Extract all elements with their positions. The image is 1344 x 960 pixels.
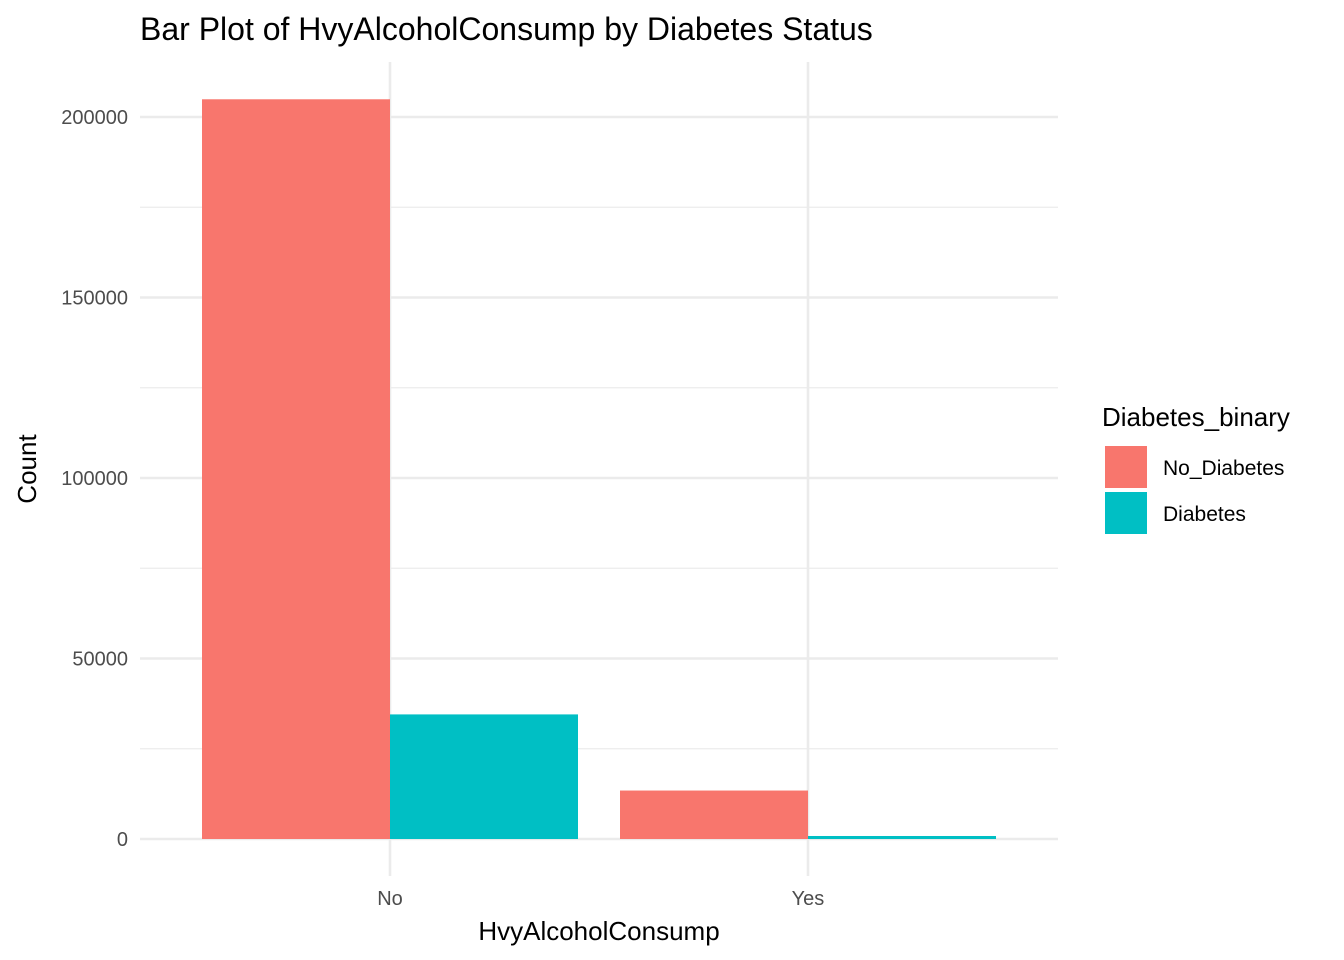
y-axis-title: Count: [12, 434, 42, 504]
legend: Diabetes_binary No_Diabetes Diabetes: [1102, 402, 1290, 534]
y-tick-label: 150000: [61, 288, 128, 310]
x-axis: No Yes: [377, 888, 824, 910]
legend-label: Diabetes: [1163, 503, 1246, 526]
y-tick-label: 200000: [61, 107, 128, 129]
bar-no-diabetes: [202, 99, 390, 839]
legend-swatch: [1105, 492, 1147, 534]
y-tick-label: 50000: [72, 649, 128, 671]
legend-title: Diabetes_binary: [1102, 402, 1290, 432]
bar-diabetes: [390, 714, 578, 839]
legend-label: No_Diabetes: [1163, 457, 1284, 480]
legend-swatch: [1105, 446, 1147, 488]
y-tick-label: 0: [117, 829, 128, 851]
bars: [202, 99, 996, 839]
bar-no-diabetes: [620, 790, 808, 839]
x-tick-label: No: [377, 888, 403, 910]
y-axis: 0 50000 100000 150000 200000: [61, 107, 128, 851]
x-tick-label: Yes: [792, 888, 825, 910]
bar-diabetes: [808, 835, 996, 839]
x-axis-title: HvyAlcoholConsump: [478, 916, 719, 946]
y-tick-label: 100000: [61, 468, 128, 490]
chart-title: Bar Plot of HvyAlcoholConsump by Diabete…: [140, 11, 873, 47]
